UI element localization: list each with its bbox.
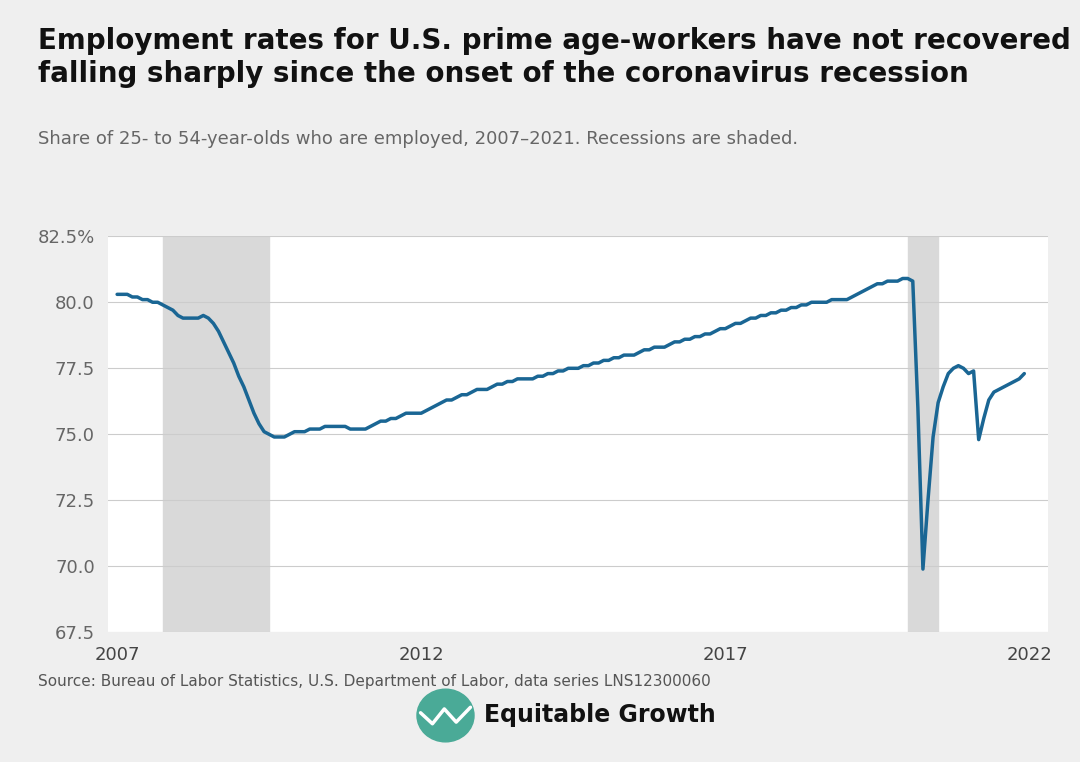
Text: Employment rates for U.S. prime age-workers have not recovered after
falling sha: Employment rates for U.S. prime age-work… (38, 27, 1080, 88)
Bar (163, 236, 269, 632)
Text: Equitable Growth: Equitable Growth (484, 703, 716, 727)
Bar (907, 236, 939, 632)
Text: Source: Bureau of Labor Statistics, U.S. Department of Labor, data series LNS123: Source: Bureau of Labor Statistics, U.S.… (38, 674, 711, 690)
Circle shape (417, 689, 474, 742)
Text: Share of 25- to 54-year-olds who are employed, 2007–2021. Recessions are shaded.: Share of 25- to 54-year-olds who are emp… (38, 130, 798, 148)
